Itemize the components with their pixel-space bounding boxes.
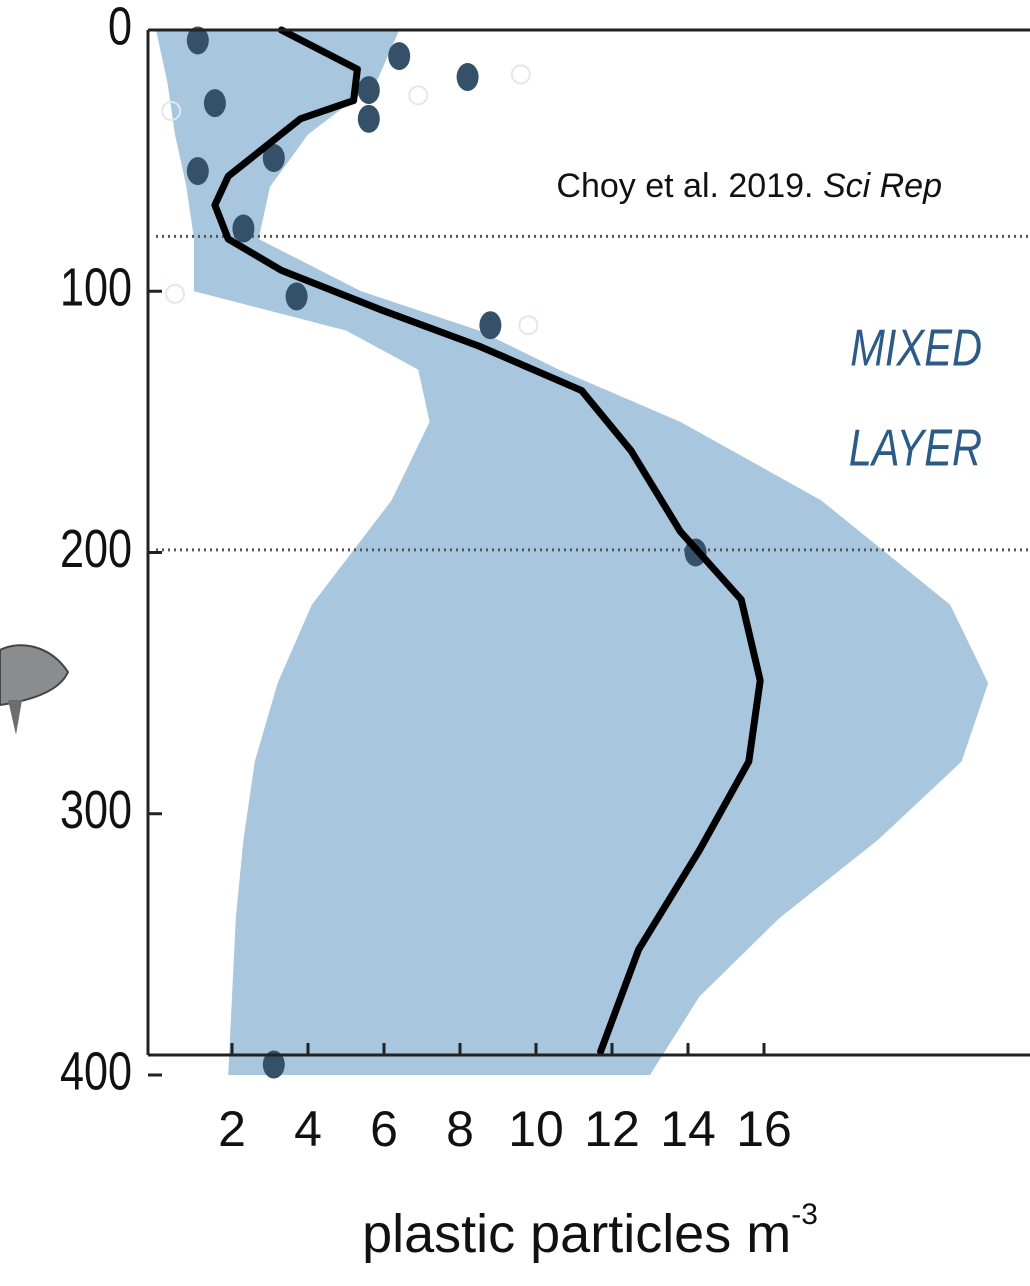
y-tick-label: 200 (60, 519, 132, 579)
data-point (186, 26, 209, 55)
data-point (357, 104, 380, 133)
x-tick-label: 12 (584, 1101, 640, 1157)
data-point (232, 214, 255, 243)
y-tick-label: 400 (60, 1042, 132, 1102)
citation: Choy et al. 2019. Sci Rep (556, 167, 942, 205)
x-tick-label: 6 (370, 1101, 398, 1157)
data-point (285, 282, 308, 311)
x-axis-label: plastic particles m-3 (362, 1198, 818, 1264)
x-tick-label: 8 (446, 1101, 474, 1157)
open-point (165, 283, 185, 304)
x-tick-label: 14 (660, 1101, 716, 1157)
x-axis-label-text: plastic particles m (362, 1204, 791, 1264)
data-point (357, 76, 380, 105)
x-tick-label: 16 (736, 1101, 792, 1157)
open-point (408, 85, 429, 106)
x-tick-label: 2 (218, 1101, 246, 1157)
x-axis-label-exponent: -3 (791, 1198, 818, 1231)
data-point (456, 63, 479, 92)
layer-label: LAYER (849, 418, 982, 477)
data-point (203, 89, 226, 118)
y-tick-label: 100 (60, 258, 132, 318)
data-point (479, 311, 502, 340)
data-point (186, 157, 209, 186)
open-point (161, 100, 182, 121)
layer-label: MIXED (850, 318, 982, 377)
y-tick-label: 0 (108, 0, 132, 56)
whale-icon (0, 644, 70, 735)
open-point (510, 64, 531, 85)
mean-line (211, 26, 764, 1055)
citation-journal: Sci Rep (823, 167, 942, 205)
data-point (388, 42, 411, 71)
citation-authors: Choy et al. 2019. (556, 167, 823, 205)
x-tick-label: 10 (508, 1101, 564, 1157)
data-point (262, 144, 285, 173)
confidence-band (156, 30, 989, 1075)
data-point (262, 1050, 285, 1079)
y-tick-label: 300 (60, 781, 132, 841)
x-tick-label: 4 (294, 1101, 322, 1157)
open-point (518, 315, 539, 336)
